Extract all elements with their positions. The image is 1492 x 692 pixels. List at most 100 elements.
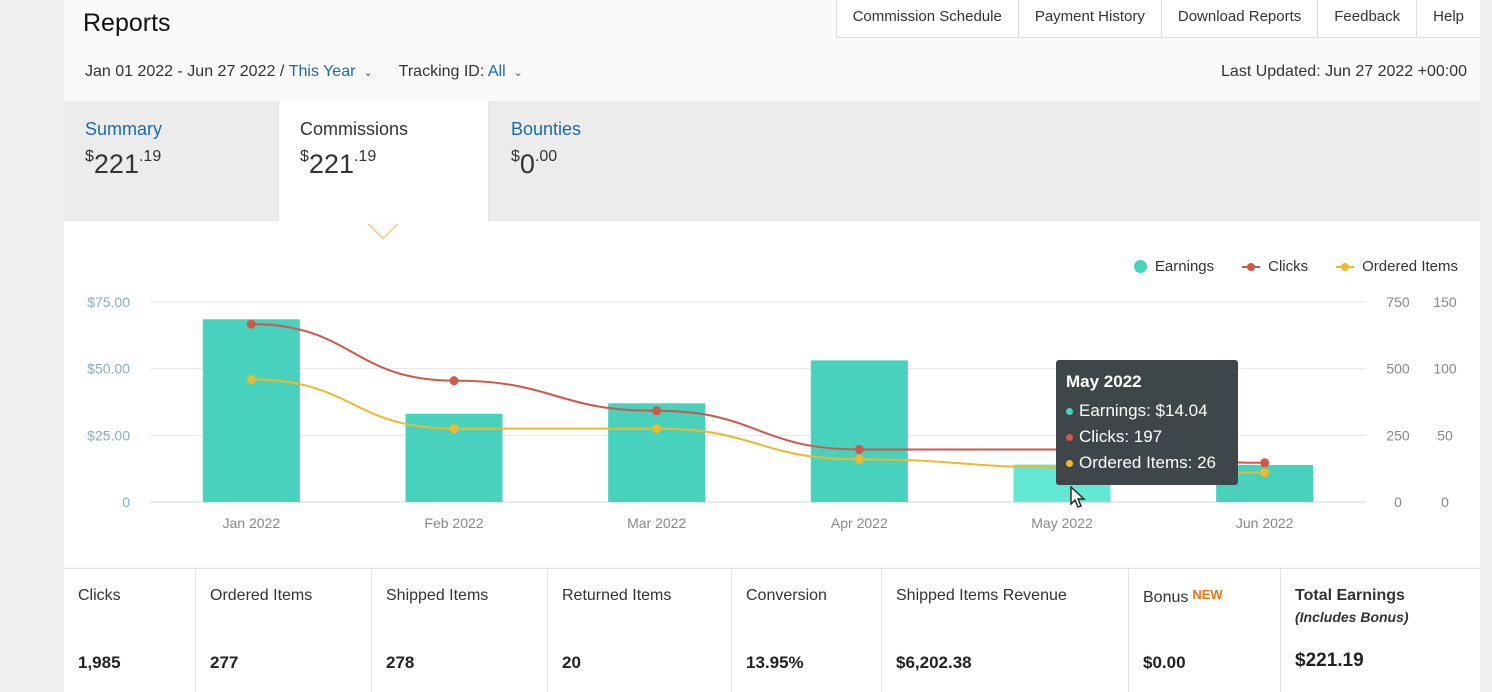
stat-shipped-items: Shipped Items 278	[372, 569, 548, 692]
y-right-clicks-tick-label: 750	[1386, 294, 1410, 310]
clicks-point	[246, 319, 256, 329]
ordered-items-point	[652, 424, 662, 434]
y-left-tick-label: 0	[122, 494, 130, 510]
stat-sublabel: (Includes Bonus)	[1295, 609, 1409, 625]
last-updated: Last Updated: Jun 27 2022 +00:00	[1221, 63, 1467, 80]
y-right-clicks-tick-label: 500	[1386, 361, 1410, 377]
legend-ordered-items[interactable]: Ordered Items	[1336, 258, 1458, 275]
bar-earnings	[202, 319, 300, 502]
y-right-clicks-tick-label: 0	[1394, 494, 1402, 510]
x-tick-label: Jan 2022	[223, 515, 281, 531]
stat-bonus: Bonus NEW $0.00	[1129, 569, 1281, 692]
ordered-items-point	[854, 454, 864, 464]
tooltip-ordered-dot	[1066, 459, 1073, 467]
ordered-items-point	[246, 374, 256, 384]
nav-commission-schedule[interactable]: Commission Schedule	[837, 0, 1019, 37]
stat-shipped-revenue: Shipped Items Revenue $6,202.38	[882, 569, 1129, 692]
chart-area: 0 $25.00 $50.00 $75.00 0 250 500 750 0 50 100 150 Ja…	[64, 221, 1480, 566]
x-tick-label: Feb 2022	[424, 515, 483, 531]
nav-help[interactable]: Help	[1433, 8, 1464, 25]
stat-label: Shipped Items Revenue	[896, 587, 1067, 604]
stat-label: Ordered Items	[210, 587, 313, 604]
stat-label: Bonus NEW	[1143, 587, 1223, 606]
stat-value: $0.00	[1143, 653, 1186, 672]
top-nav: Commission Schedule Payment History Down…	[835, 0, 1480, 38]
nav-payment-history[interactable]: Payment History	[1019, 0, 1162, 37]
new-badge: NEW	[1192, 587, 1223, 602]
y-right-ordered-tick-label: 150	[1433, 294, 1457, 310]
tooltip-clicks-row: Clicks: 197	[1066, 424, 1228, 450]
clicks-point	[854, 444, 864, 454]
chevron-down-icon: ⌄	[363, 67, 373, 79]
legend-clicks-swatch	[1242, 262, 1261, 271]
legend-clicks[interactable]: Clicks	[1242, 258, 1308, 275]
tooltip-earnings: Earnings: $14.04	[1079, 401, 1208, 420]
legend-earnings-swatch	[1133, 260, 1147, 273]
bar-earnings	[608, 403, 706, 502]
tab-bounties[interactable]: Bounties $0.00	[490, 101, 704, 221]
x-tick-label: Jun 2022	[1236, 515, 1294, 531]
legend-ordered-swatch	[1336, 262, 1355, 271]
reports-page: Reports Commission Schedule Payment Hist…	[64, 0, 1480, 692]
nav-download-reports[interactable]: Download Reports	[1162, 0, 1319, 37]
y-right-ordered-tick-label: 0	[1441, 494, 1449, 510]
chart-tooltip: May 2022 Earnings: $14.04 Clicks: 197 Or…	[1056, 360, 1238, 485]
stat-label: Conversion	[746, 587, 827, 604]
tracking-id-dropdown[interactable]: Tracking ID: All ⌄	[399, 63, 549, 81]
y-left-tick-label: $50.00	[87, 361, 130, 377]
clicks-point	[1260, 458, 1270, 468]
chart-legend: Earnings Clicks Ordered Items	[1106, 258, 1458, 275]
date-range: Jan 01 2022 - Jun 27 2022 /	[85, 63, 285, 80]
tab-commissions-label: Commissions	[300, 119, 409, 139]
tooltip-ordered: Ordered Items: 26	[1079, 453, 1217, 472]
tab-summary-label: Summary	[85, 119, 163, 139]
stat-value: 277	[210, 653, 239, 672]
stat-label: Returned Items	[562, 587, 672, 604]
stat-value: 13.95%	[746, 653, 804, 672]
tooltip-ordered-row: Ordered Items: 26	[1066, 450, 1228, 476]
y-right-ordered-tick-label: 50	[1437, 427, 1453, 443]
tracking-id-label: Tracking ID:	[398, 63, 485, 80]
legend-ordered-label: Ordered Items	[1362, 258, 1458, 275]
nav-feedback[interactable]: Feedback	[1318, 0, 1418, 37]
stat-label: Shipped Items	[386, 587, 489, 604]
tab-commissions[interactable]: Commissions $221.19	[278, 101, 489, 227]
legend-clicks-label: Clicks	[1268, 258, 1309, 275]
stat-conversion: Conversion 13.95%	[732, 569, 882, 692]
ordered-items-point	[1260, 468, 1270, 478]
stat-ordered-items: Ordered Items 277	[196, 569, 372, 692]
x-tick-label: Mar 2022	[627, 515, 686, 531]
period-value: This Year	[288, 63, 356, 80]
stats-bar: Clicks 1,985 Ordered Items 277 Shipped I…	[64, 568, 1480, 692]
legend-earnings[interactable]: Earnings	[1133, 258, 1215, 275]
tab-bounties-label: Bounties	[511, 119, 582, 139]
clicks-point	[652, 406, 662, 416]
page-title: Reports	[83, 9, 171, 37]
stat-clicks: Clicks 1,985	[64, 569, 196, 692]
stat-total-earnings: Total Earnings (Includes Bonus) $221.19	[1281, 569, 1480, 692]
chevron-down-icon: ⌄	[513, 67, 523, 79]
tooltip-clicks-dot	[1066, 433, 1073, 441]
legend-earnings-label: Earnings	[1154, 258, 1215, 275]
stat-value: $6,202.38	[896, 653, 972, 672]
stat-value: 1,985	[78, 653, 121, 672]
tooltip-title: May 2022	[1066, 372, 1142, 391]
stat-label: Clicks	[78, 587, 121, 604]
earnings-chart: 0 $25.00 $50.00 $75.00 0 250 500 750 0 50 100 150 Ja…	[87, 294, 1457, 531]
y-left-tick-label: $75.00	[87, 294, 130, 310]
y-right-ordered-tick-label: 100	[1433, 361, 1457, 377]
tab-summary[interactable]: Summary $221.19	[64, 101, 278, 221]
ordered-items-point	[449, 424, 459, 434]
stat-value: 278	[386, 653, 415, 672]
y-left-tick-label: $25.00	[87, 427, 130, 443]
x-tick-label: Apr 2022	[831, 515, 888, 531]
tooltip-earnings-row: Earnings: $14.04	[1066, 398, 1228, 424]
tracking-id-value: All	[487, 63, 506, 80]
period-dropdown[interactable]: This Year ⌄	[289, 63, 399, 81]
tab-bounties-amount: $0.00	[511, 148, 558, 179]
tooltip-earnings-dot	[1066, 407, 1073, 415]
stat-value: 20	[562, 653, 581, 672]
tab-summary-amount: $221.19	[85, 148, 162, 179]
stat-label: Total Earnings	[1295, 587, 1405, 604]
mouse-cursor-icon	[1070, 486, 1086, 508]
